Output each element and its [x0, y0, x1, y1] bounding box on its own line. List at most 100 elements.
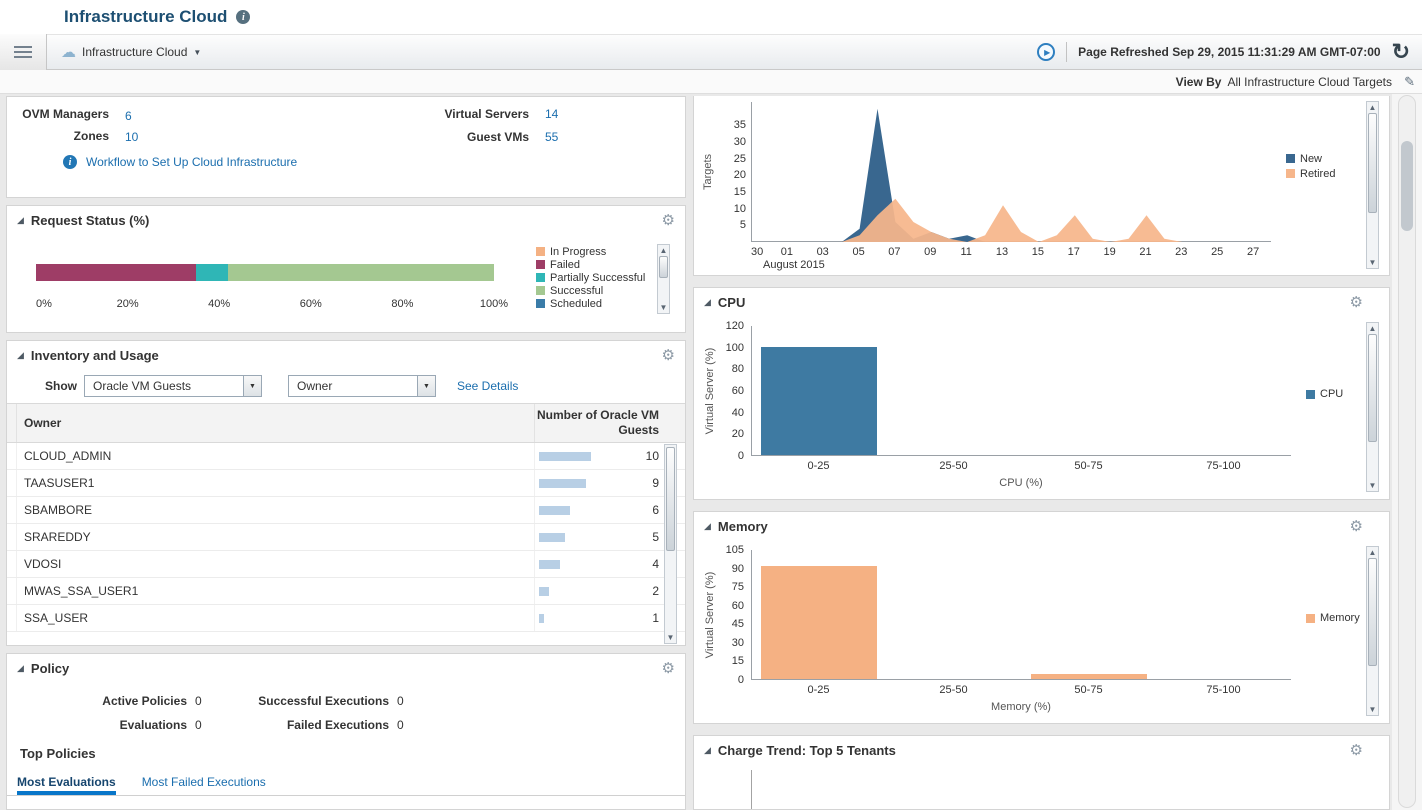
table-scrollbar[interactable]: ▼	[664, 444, 677, 644]
stat-value-link[interactable]: 6	[125, 108, 132, 123]
stat-virtual-servers: Virtual Servers 14	[337, 107, 685, 121]
page-title: Infrastructure Cloud	[64, 7, 228, 26]
table-row[interactable]: SBAMBORE 6	[7, 497, 685, 524]
collapse-triangle-icon[interactable]: ◢	[704, 296, 711, 307]
count-value: 1	[652, 611, 659, 625]
cpu-y-axis-title: Virtual Server (%)	[704, 347, 716, 435]
panel-scrollbar[interactable]: ▲ ▼	[1366, 546, 1379, 716]
row-spacer-cell	[7, 443, 17, 469]
column-header-count[interactable]: Number of Oracle VM Guests	[536, 408, 659, 437]
workflow-link[interactable]: Workflow to Set Up Cloud Infrastructure	[86, 155, 298, 170]
y-tick-label: 15	[733, 186, 746, 198]
info-icon[interactable]: i	[236, 10, 251, 24]
memory-x-axis-title: Memory (%)	[991, 701, 1051, 713]
stat-value: 0	[397, 718, 404, 732]
gear-icon[interactable]: ⚙	[661, 211, 675, 229]
request-status-legend: In Progress Failed Partially Successful Suc…	[536, 245, 645, 310]
scroll-thumb[interactable]	[1368, 558, 1377, 666]
x-tick-label: 25-50	[939, 684, 968, 696]
edit-pencil-icon[interactable]: ✎	[1404, 74, 1415, 89]
scroll-down-icon[interactable]: ▼	[1368, 481, 1377, 490]
owner-cell: TAASUSER1	[17, 470, 535, 496]
tab-most-evaluations[interactable]: Most Evaluations	[17, 775, 116, 795]
inventory-table-header: Owner Number of Oracle VM Guests	[7, 403, 685, 443]
collapse-triangle-icon[interactable]: ◢	[704, 520, 711, 531]
axis-tick-label: 100%	[479, 298, 509, 310]
x-tick-label: 0-25	[807, 684, 830, 696]
gear-icon[interactable]: ⚙	[1349, 741, 1363, 759]
stat-value-link[interactable]: 10	[125, 130, 139, 145]
memory-panel: ◢ Memory ⚙ Virtual Server (%) 0 15 30 45 60 7…	[693, 511, 1390, 724]
collapse-triangle-icon[interactable]: ◢	[17, 214, 24, 225]
scroll-up-icon[interactable]: ▲	[1368, 548, 1377, 557]
scroll-thumb[interactable]	[1368, 113, 1377, 213]
axis-tick-label: 0%	[36, 298, 52, 310]
y-tick-label: 120	[725, 320, 744, 332]
menu-toggle-button[interactable]	[0, 34, 47, 70]
scroll-down-icon[interactable]: ▼	[666, 633, 675, 642]
gear-icon[interactable]: ⚙	[1349, 293, 1363, 311]
scroll-thumb[interactable]	[1368, 334, 1377, 442]
stat-label: Evaluations	[119, 718, 187, 732]
group-by-dropdown[interactable]: Owner ▼	[288, 375, 436, 397]
count-value: 2	[652, 584, 659, 598]
table-row[interactable]: SRAREDDY 5	[7, 524, 685, 551]
scroll-up-icon[interactable]: ▲	[659, 246, 668, 255]
retired-legend-swatch	[1286, 169, 1295, 178]
gear-icon[interactable]: ⚙	[661, 659, 675, 677]
refresh-icon[interactable]: ↻	[1391, 39, 1410, 64]
count-bar	[539, 451, 591, 461]
scroll-down-icon[interactable]: ▼	[659, 303, 668, 312]
panel-scrollbar[interactable]: ▲ ▼	[1366, 101, 1379, 269]
x-tick-label: 09	[924, 246, 937, 258]
scroll-up-icon[interactable]: ▲	[1368, 103, 1377, 112]
count-value: 5	[652, 530, 659, 544]
view-by-bar: View By All Infrastructure Cloud Targets…	[0, 70, 1422, 94]
trend-y-axis-title: Targets	[702, 153, 714, 191]
collapse-triangle-icon[interactable]: ◢	[17, 662, 24, 673]
legend-item: Scheduled	[536, 297, 645, 310]
legend-scrollbar[interactable]: ▲ ▼	[657, 244, 670, 314]
scroll-thumb[interactable]	[666, 447, 675, 551]
breadcrumb[interactable]: ☁ Infrastructure Cloud ▼	[47, 45, 201, 60]
page-scrollbar[interactable]	[1398, 95, 1416, 808]
scroll-down-icon[interactable]: ▼	[1368, 705, 1377, 714]
table-row[interactable]: VDOSI 4	[7, 551, 685, 578]
gear-icon[interactable]: ⚙	[661, 346, 675, 364]
y-tick-label: 5	[739, 219, 746, 232]
x-tick-label: 19	[1103, 246, 1116, 258]
legend-label: Failed	[550, 258, 580, 271]
table-row[interactable]: MWAS_SSA_USER1 2	[7, 578, 685, 605]
play-button[interactable]: ▶	[1037, 43, 1056, 61]
gear-icon[interactable]: ⚙	[1349, 517, 1363, 535]
legend-item: Partially Successful	[536, 271, 645, 284]
table-row[interactable]: CLOUD_ADMIN 10	[7, 443, 685, 470]
panel-scrollbar[interactable]: ▲ ▼	[1366, 322, 1379, 492]
table-row[interactable]: SSA_USER 1	[7, 605, 685, 632]
column-header-owner[interactable]: Owner	[17, 404, 535, 442]
row-spacer-cell	[7, 524, 17, 550]
show-dropdown[interactable]: Oracle VM Guests ▼	[84, 375, 262, 397]
see-details-link[interactable]: See Details	[457, 379, 519, 393]
count-cell: 9	[535, 470, 685, 496]
count-cell: 4	[535, 551, 685, 577]
scroll-thumb[interactable]	[1401, 141, 1413, 231]
y-tick-label: 105	[725, 544, 744, 556]
trend-plot	[751, 102, 1272, 242]
collapse-triangle-icon[interactable]: ◢	[17, 349, 24, 360]
tab-most-failed-executions[interactable]: Most Failed Executions	[141, 775, 266, 789]
scroll-down-icon[interactable]: ▼	[1368, 258, 1377, 267]
row-spacer-cell	[7, 551, 17, 577]
table-row[interactable]: TAASUSER1 9	[7, 470, 685, 497]
stat-value-link[interactable]: 55	[545, 130, 559, 144]
x-tick-label: 27	[1246, 246, 1260, 258]
axis-tick-label: 40%	[208, 298, 231, 310]
collapse-triangle-icon[interactable]: ◢	[704, 744, 711, 755]
stat-value-link[interactable]: 14	[545, 107, 559, 121]
scroll-thumb[interactable]	[659, 256, 668, 278]
scroll-up-icon[interactable]: ▲	[1368, 324, 1377, 333]
y-tick-label: 10	[733, 202, 746, 215]
x-tick-label: 01	[780, 246, 794, 258]
view-by-label: View By	[1175, 74, 1222, 89]
new-legend-swatch	[1286, 154, 1295, 163]
